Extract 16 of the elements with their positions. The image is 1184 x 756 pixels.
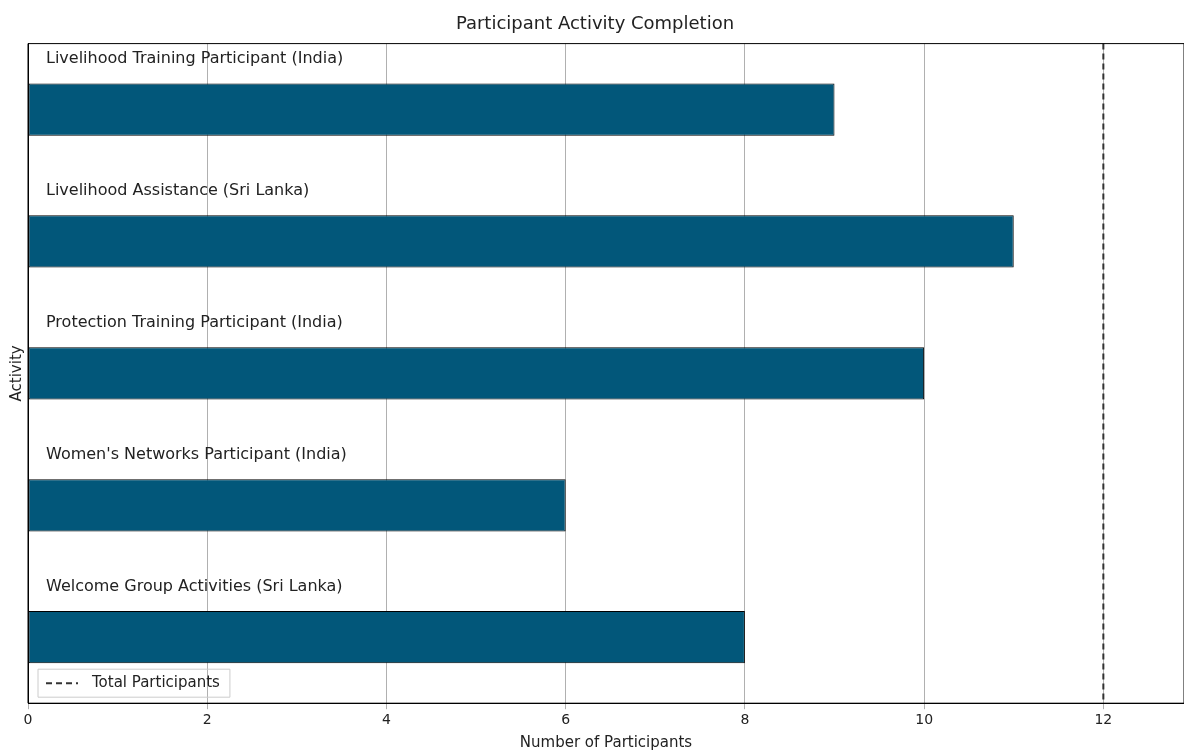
x-tick-label: 0 [23,711,33,728]
y-tick-label: Livelihood Training Participant (India) [46,48,344,68]
y-tick-label: Welcome Group Activities (Sri Lanka) [46,576,343,596]
x-axis-title: Number of Participants [519,732,693,751]
x-tick-label: 2 [202,711,212,728]
x-tick-label: 10 [915,711,934,728]
x-tick-label: 8 [740,711,750,728]
y-tick-label: Women's Networks Participant (India) [46,444,347,464]
y-axis-title: Activity [6,345,25,402]
ref-line-label: Total Participants [91,673,221,692]
y-tick-label: Livelihood Assistance (Sri Lanka) [46,180,310,200]
y-tick-label: Protection Training Participant (India) [46,312,343,332]
chart-title: Participant Activity Completion [455,12,735,34]
x-tick-label: 6 [561,711,571,728]
x-tick-label: 4 [381,711,391,728]
x-tick-label: 12 [1094,711,1113,728]
